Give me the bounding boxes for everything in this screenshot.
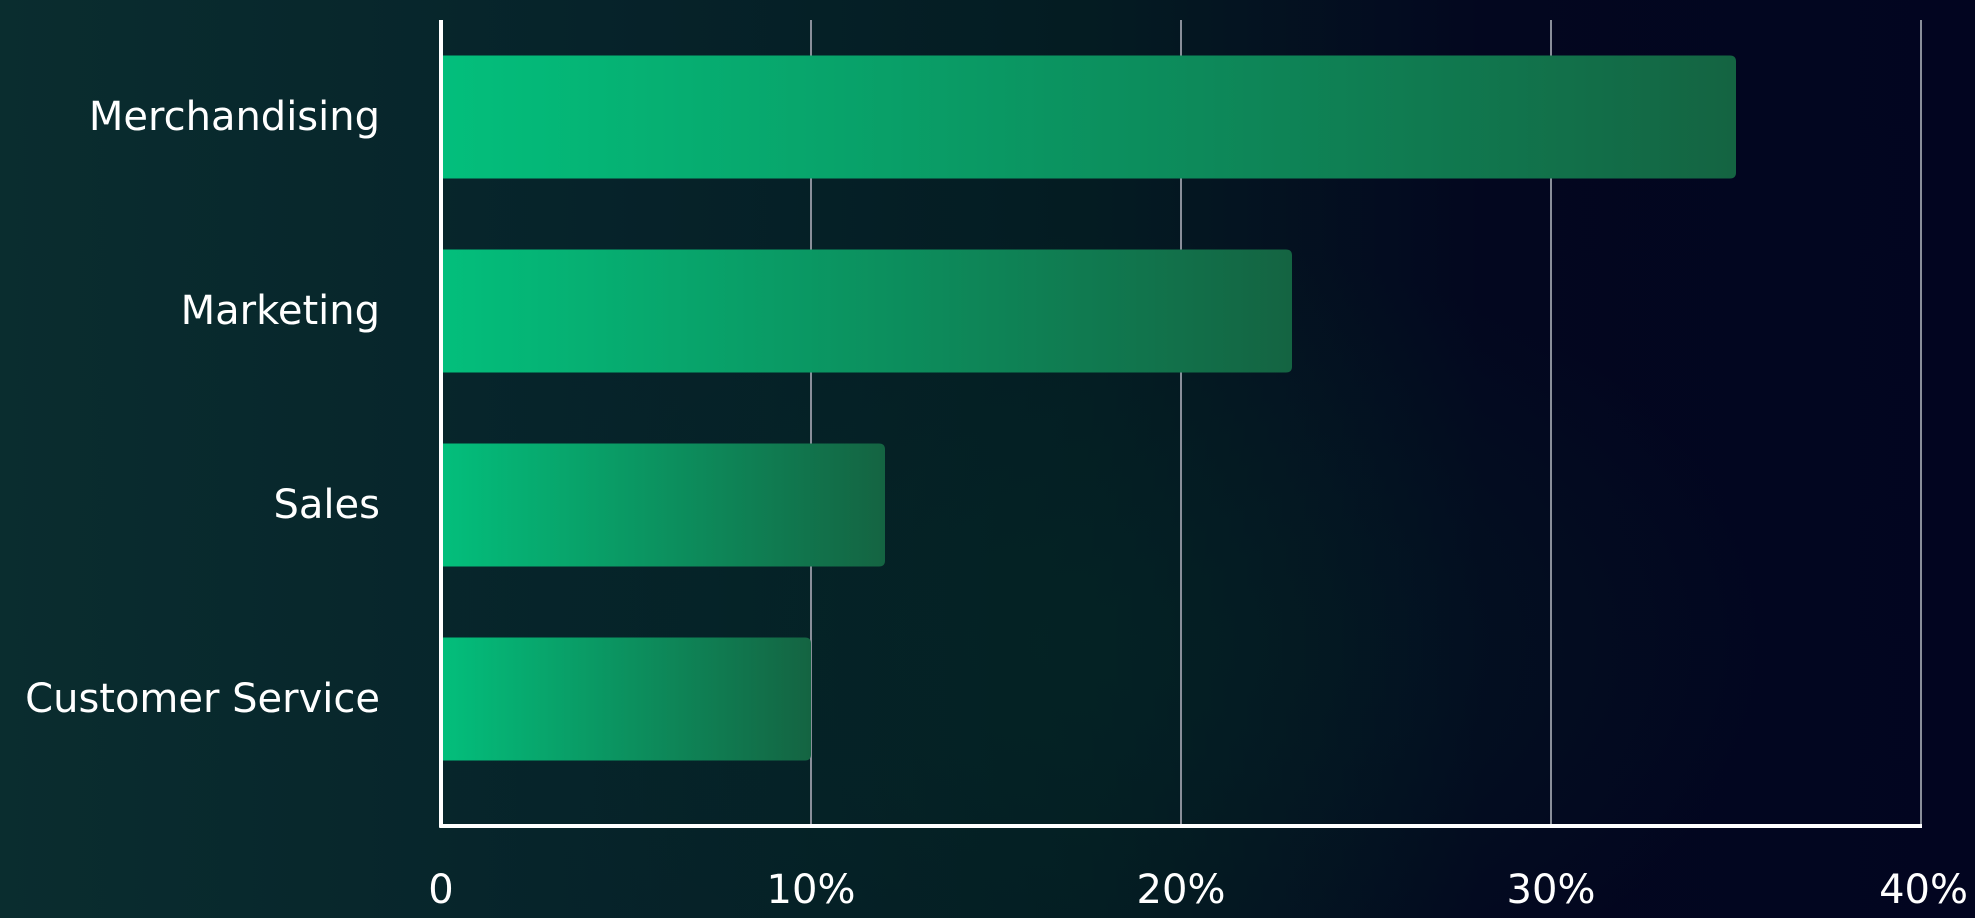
x-tick-label: 0 (428, 867, 453, 913)
bars (441, 55, 1736, 761)
bar (441, 55, 1736, 179)
x-tick-label: 20% (1137, 867, 1226, 913)
category-labels: Merchandising Marketing Sales Customer Serv… (25, 94, 380, 722)
bar (441, 443, 885, 567)
bar (441, 637, 811, 761)
x-tick-labels: 0 10% 20% 30% 40% (428, 867, 1968, 913)
x-tick-label: 40% (1879, 867, 1968, 913)
bar (441, 249, 1292, 373)
category-label: Merchandising (89, 94, 380, 140)
x-tick-label: 30% (1507, 867, 1596, 913)
x-tick-label: 10% (767, 867, 856, 913)
category-label: Sales (274, 482, 380, 528)
axes (439, 20, 1922, 828)
category-label: Customer Service (25, 676, 380, 722)
category-label: Marketing (181, 288, 380, 334)
